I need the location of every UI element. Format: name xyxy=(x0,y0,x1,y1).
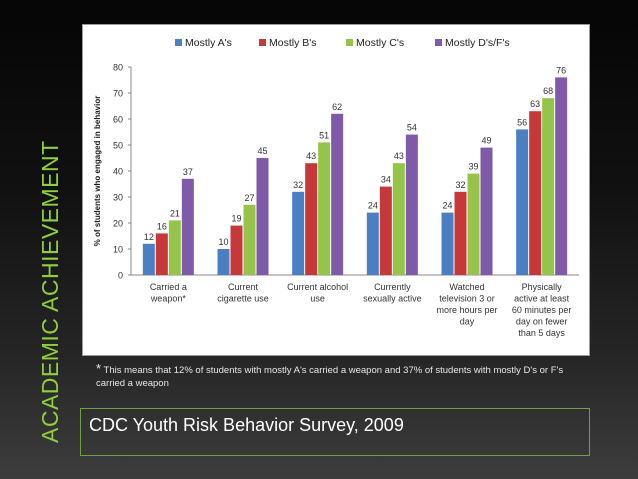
bar xyxy=(379,186,392,275)
category-label: day on fewer xyxy=(516,317,568,327)
data-label: 45 xyxy=(257,146,267,156)
data-label: 37 xyxy=(183,167,193,177)
category-label: 60 minutes per xyxy=(512,305,572,315)
legend-label-2: Mostly B's xyxy=(269,37,317,49)
data-label: 43 xyxy=(394,151,404,161)
bar xyxy=(529,111,542,275)
bar xyxy=(256,158,269,275)
category-label: use xyxy=(310,294,325,304)
data-label: 24 xyxy=(368,201,378,211)
chart-panel: 0 10 20 30 40 50 60 70 80 % of students who engag… xyxy=(83,25,589,355)
data-label: 12 xyxy=(144,232,154,242)
data-label: 24 xyxy=(442,201,452,211)
data-label: 10 xyxy=(218,237,228,247)
bar xyxy=(405,134,418,275)
bar xyxy=(516,129,529,275)
data-label: 63 xyxy=(530,99,540,109)
y-tick-label: 0 xyxy=(118,271,123,281)
bar xyxy=(142,243,155,275)
data-label: 51 xyxy=(319,130,329,140)
category-label: Physically xyxy=(522,282,563,292)
y-axis-title: % of students who engaged in behavior xyxy=(93,96,102,247)
category-label: sexually active xyxy=(363,294,422,304)
category-label: Currently xyxy=(374,282,411,292)
bar xyxy=(542,98,555,275)
y-tick-label: 70 xyxy=(113,89,123,99)
category-label: Current alcohol xyxy=(287,282,348,292)
data-label: 56 xyxy=(517,117,527,127)
category-label: Watched xyxy=(449,282,484,292)
bar-chart: 0 10 20 30 40 50 60 70 80 % of students who engag… xyxy=(93,37,579,338)
bar xyxy=(155,233,168,275)
bar xyxy=(168,220,181,275)
category-label: cigarette use xyxy=(217,294,269,304)
bar xyxy=(292,191,305,275)
category-label: day xyxy=(460,317,475,327)
y-tick-label: 50 xyxy=(113,141,123,151)
data-label: 49 xyxy=(481,136,491,146)
data-label: 76 xyxy=(556,65,566,75)
data-label: 34 xyxy=(381,175,391,185)
category-label: Carried a xyxy=(150,282,187,292)
bar xyxy=(555,77,568,276)
legend-swatch-4 xyxy=(435,39,442,46)
data-label: 54 xyxy=(407,123,417,133)
bar xyxy=(305,163,318,275)
bar xyxy=(366,212,379,275)
legend-label-4: Mostly D's/F's xyxy=(445,37,510,49)
bar xyxy=(217,249,230,275)
data-label: 27 xyxy=(244,193,254,203)
data-label: 21 xyxy=(170,208,180,218)
y-tick-label: 80 xyxy=(113,63,123,73)
data-label: 68 xyxy=(543,86,553,96)
bar xyxy=(230,225,243,275)
legend-swatch-3 xyxy=(346,39,353,46)
bar xyxy=(441,212,454,275)
category-label: Current xyxy=(228,282,259,292)
category-label: weapon* xyxy=(150,294,187,304)
legend-swatch-2 xyxy=(259,39,266,46)
y-tick-label: 40 xyxy=(113,167,123,177)
data-label: 19 xyxy=(231,214,241,224)
legend-label-1: Mostly A's xyxy=(185,37,232,49)
legend-label-3: Mostly C's xyxy=(356,37,404,49)
category-label: more hours per xyxy=(436,305,497,315)
bar xyxy=(318,142,331,275)
y-tick-label: 10 xyxy=(113,245,123,255)
footnote: * This means that 12% of students with m… xyxy=(96,362,566,390)
bar xyxy=(454,191,467,275)
data-label: 32 xyxy=(455,180,465,190)
category-label: active at least xyxy=(514,294,570,304)
source-citation: CDC Youth Risk Behavior Survey, 2009 xyxy=(89,415,404,435)
y-tick-label: 20 xyxy=(113,219,123,229)
bar xyxy=(181,178,194,275)
y-tick-label: 30 xyxy=(113,193,123,203)
footnote-marker: * xyxy=(96,361,102,376)
source-box: CDC Youth Risk Behavior Survey, 2009 xyxy=(80,408,590,456)
legend-swatch-1 xyxy=(175,39,182,46)
data-label: 32 xyxy=(293,180,303,190)
bar xyxy=(467,173,480,275)
y-tick-label: 60 xyxy=(113,115,123,125)
side-title: ACADEMIC ACHIEVEMENT xyxy=(37,140,63,443)
bar xyxy=(331,113,344,275)
footnote-text: This means that 12% of students with mos… xyxy=(96,365,564,389)
bar xyxy=(392,163,405,275)
data-label: 43 xyxy=(306,151,316,161)
bar xyxy=(243,204,256,275)
category-label: television 3 or xyxy=(439,294,495,304)
data-label: 39 xyxy=(468,162,478,172)
bar xyxy=(480,147,493,275)
category-label: than 5 days xyxy=(518,328,565,338)
data-label: 16 xyxy=(157,221,167,231)
data-label: 62 xyxy=(332,102,342,112)
